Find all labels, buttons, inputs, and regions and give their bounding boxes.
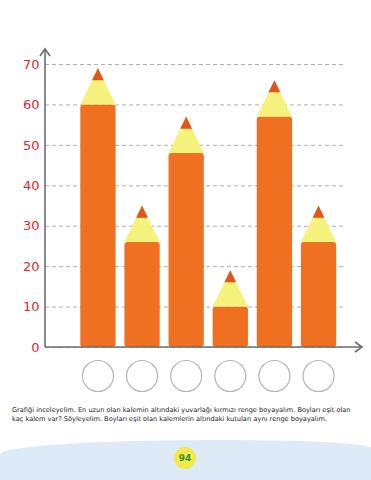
svg-text:10: 10 bbox=[23, 299, 40, 314]
svg-text:20: 20 bbox=[23, 259, 40, 274]
svg-text:50: 50 bbox=[23, 138, 40, 153]
html-text:94: 94 bbox=[178, 453, 192, 463]
html-text:Grafiği inceleyelim. En uzun o: Grafiği inceleyelim. En uzun olan kalemi… bbox=[12, 406, 351, 423]
svg-text:70: 70 bbox=[23, 57, 40, 72]
svg-text:40: 40 bbox=[23, 178, 40, 193]
svg-text:30: 30 bbox=[23, 218, 40, 233]
svg-text:0: 0 bbox=[31, 340, 39, 355]
svg-text:60: 60 bbox=[23, 97, 40, 112]
